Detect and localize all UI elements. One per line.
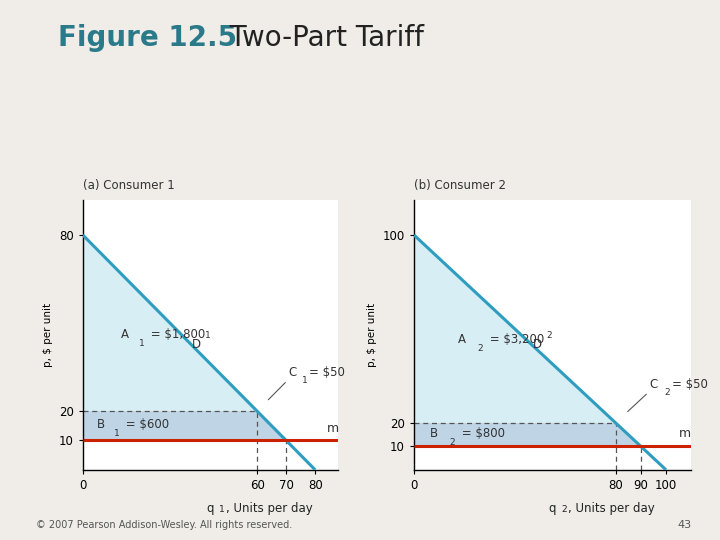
Polygon shape <box>257 411 286 441</box>
Text: D: D <box>532 338 541 350</box>
Polygon shape <box>83 411 257 441</box>
Text: 2: 2 <box>562 505 567 514</box>
Text: 2: 2 <box>665 388 670 397</box>
Text: B: B <box>96 418 105 431</box>
Text: q: q <box>549 502 557 515</box>
Text: Figure 12.5: Figure 12.5 <box>58 24 237 52</box>
Polygon shape <box>83 235 257 411</box>
Text: = $50: = $50 <box>672 378 708 391</box>
Text: = $1,800: = $1,800 <box>147 328 205 341</box>
Text: (b) Consumer 2: (b) Consumer 2 <box>414 179 506 192</box>
Text: © 2007 Pearson Addison-Wesley. All rights reserved.: © 2007 Pearson Addison-Wesley. All right… <box>36 520 292 530</box>
Text: 1: 1 <box>114 429 120 438</box>
Text: q: q <box>207 502 215 515</box>
Text: C: C <box>649 378 658 391</box>
Text: m: m <box>327 422 339 435</box>
Y-axis label: p, $ per unit: p, $ per unit <box>367 303 377 367</box>
Text: Two-Part Tariff: Two-Part Tariff <box>212 24 424 52</box>
Text: A: A <box>459 333 467 346</box>
Text: , Units per day: , Units per day <box>226 502 313 515</box>
Text: B: B <box>430 427 438 440</box>
Text: (a) Consumer 1: (a) Consumer 1 <box>83 179 174 192</box>
Text: 1: 1 <box>204 332 210 340</box>
Text: m: m <box>679 428 691 441</box>
Polygon shape <box>414 423 616 447</box>
Text: 1: 1 <box>302 376 307 385</box>
Text: 1: 1 <box>138 339 144 348</box>
Text: 2: 2 <box>546 332 552 340</box>
Text: 2: 2 <box>477 344 483 353</box>
Polygon shape <box>616 423 641 447</box>
Text: D: D <box>192 338 201 350</box>
Y-axis label: p, $ per unit: p, $ per unit <box>43 303 53 367</box>
Text: = $800: = $800 <box>458 427 505 440</box>
Text: = $3,200: = $3,200 <box>486 333 544 346</box>
Text: = $600: = $600 <box>122 418 169 431</box>
Text: 2: 2 <box>449 438 454 447</box>
Text: , Units per day: , Units per day <box>569 502 655 515</box>
Text: 1: 1 <box>220 505 225 514</box>
Text: A: A <box>121 328 129 341</box>
Polygon shape <box>414 235 616 423</box>
Text: = $50: = $50 <box>310 367 345 380</box>
Text: 43: 43 <box>677 520 691 530</box>
Text: C: C <box>289 367 297 380</box>
